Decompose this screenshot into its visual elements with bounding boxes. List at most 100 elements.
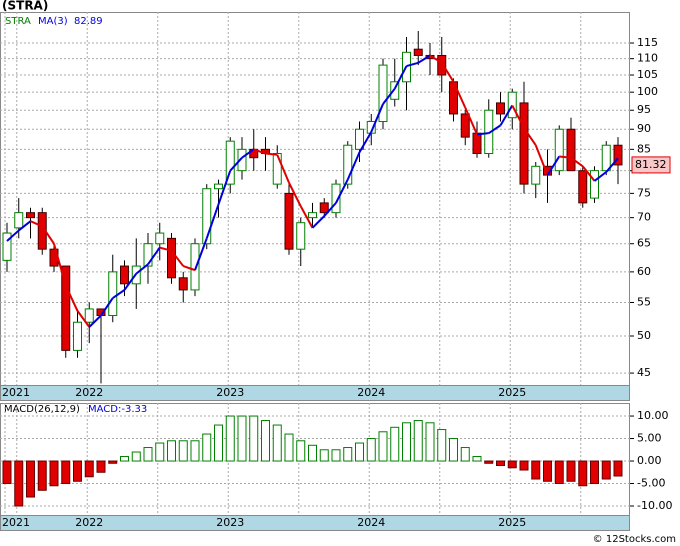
candle-body: [437, 54, 447, 76]
ma-segment: [64, 285, 79, 312]
macd-bar: [37, 460, 47, 491]
macd-bar: [61, 460, 71, 485]
ma-segment: [559, 155, 572, 159]
ma-segment: [299, 205, 314, 229]
price-panel: [0, 12, 630, 401]
price-date-band: [0, 385, 630, 401]
ma-segment: [241, 148, 255, 159]
macd-title: MACD(26,12,9): [4, 404, 80, 415]
ma-segment: [159, 246, 172, 252]
macd-bar: [308, 444, 317, 462]
x-tick-label: 2021: [2, 516, 30, 529]
macd-bar: [378, 431, 388, 462]
x-tick-label: 2024: [357, 516, 385, 529]
macd-bar: [590, 460, 599, 485]
y-tick-label: 45: [637, 366, 651, 379]
candle-body: [202, 188, 212, 245]
macd-bar: [472, 456, 482, 462]
candle-body: [319, 202, 329, 214]
y-tick-label: 10.00: [637, 409, 669, 422]
candle-body: [26, 212, 35, 219]
candle-body: [472, 132, 482, 155]
ma-segment: [76, 310, 91, 328]
candle-body: [284, 192, 294, 250]
macd-bar: [178, 440, 188, 462]
y-tick-label: 95: [637, 103, 651, 116]
macd-bar: [167, 440, 176, 462]
y-tick-label: 110: [637, 52, 658, 65]
ma-segment: [205, 204, 220, 239]
macd-prefix: MACD:: [88, 404, 121, 415]
legend-ma-value: 82.89: [74, 16, 103, 27]
macd-bar: [554, 460, 564, 485]
macd-bar: [566, 460, 576, 482]
ma-segment: [323, 202, 337, 217]
y-tick-label: -5.00: [637, 477, 665, 490]
candle-body: [507, 91, 517, 119]
ma-segment: [288, 182, 302, 207]
candle-body: [578, 170, 588, 204]
candle-body: [378, 64, 388, 123]
candle-body: [413, 48, 423, 56]
macd-bar: [108, 460, 118, 464]
candle-body: [308, 212, 317, 219]
ma-segment: [135, 263, 149, 275]
macd-bar: [225, 415, 235, 462]
macd-bar: [519, 460, 529, 471]
ma-segment: [429, 54, 443, 64]
y-tick-label: 55: [637, 295, 651, 308]
ma-segment: [194, 238, 208, 271]
candle-body: [460, 113, 470, 138]
ma-segment: [18, 220, 32, 232]
macd-bar: [402, 422, 411, 462]
ma-segment: [370, 103, 384, 133]
macd-bar: [460, 447, 470, 462]
macd-bar: [413, 420, 423, 462]
candle-body: [355, 128, 364, 150]
x-tick-label: 2021: [2, 386, 30, 399]
ma-segment: [112, 289, 126, 299]
legend-symbol: STRA: [5, 16, 31, 27]
macd-bar: [131, 451, 141, 462]
candle-body: [120, 265, 129, 285]
macd-bar: [190, 440, 200, 462]
ma-segment: [346, 151, 361, 180]
ma-segment: [570, 156, 584, 168]
candle-body: [155, 232, 165, 245]
ma-segment: [546, 155, 561, 176]
ma-segment: [488, 124, 502, 135]
macd-bar: [601, 460, 611, 480]
candle-body: [554, 128, 564, 172]
y-tick-label: 65: [637, 237, 651, 250]
ma-segment: [335, 179, 349, 204]
macd-bar: [272, 424, 282, 462]
y-tick-label: 5.00: [637, 432, 662, 445]
y-tick-label: 70: [637, 211, 651, 224]
candle-body: [390, 81, 400, 100]
x-tick-label: 2022: [75, 516, 103, 529]
ma-segment: [182, 265, 196, 272]
ma-segment: [276, 154, 290, 184]
candle-body: [531, 165, 541, 185]
ma-segment: [100, 297, 114, 317]
last-price-box: [631, 156, 671, 174]
ma-segment: [6, 229, 20, 242]
macd-bar: [507, 460, 517, 469]
candle-body: [566, 128, 576, 172]
candle-body: [613, 144, 623, 166]
candle-body: [143, 243, 153, 267]
macd-bar: [437, 429, 447, 462]
ma-segment: [170, 250, 185, 267]
y-tick-label: 90: [637, 122, 651, 135]
macd-bar: [202, 433, 212, 462]
macd-value: MACD:-3.33: [88, 404, 147, 415]
candle-body: [331, 183, 341, 214]
y-tick-label: 100: [637, 85, 658, 98]
ma-segment: [265, 152, 278, 156]
macd-bar: [73, 460, 82, 482]
ma-segment: [123, 273, 138, 291]
macd-bar: [543, 460, 552, 482]
ma-segment: [417, 54, 431, 64]
macd-bar: [155, 442, 165, 462]
